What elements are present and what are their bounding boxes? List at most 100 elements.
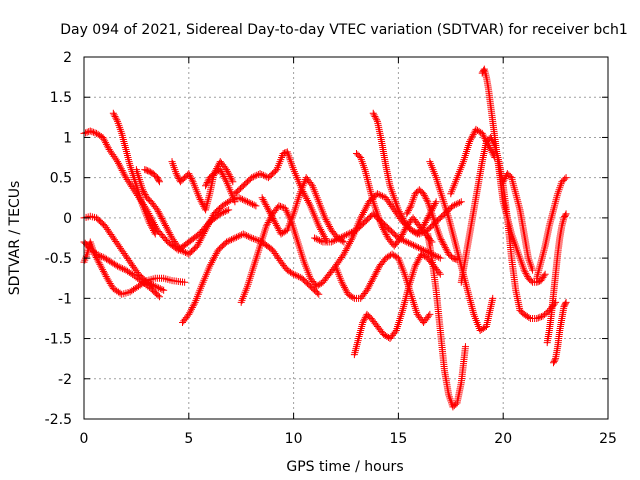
data-point — [431, 200, 439, 208]
data-series — [499, 170, 537, 274]
data-point — [153, 283, 161, 291]
data-point — [468, 132, 476, 140]
data-point — [238, 195, 246, 203]
data-point — [534, 314, 542, 322]
data-point — [314, 236, 322, 244]
data-point — [381, 229, 389, 237]
data-point — [229, 178, 237, 186]
data-point — [467, 134, 475, 142]
data-point — [404, 207, 412, 215]
data-point — [423, 215, 431, 223]
data-point — [223, 207, 231, 215]
data-point — [379, 224, 387, 232]
data-point — [210, 170, 218, 178]
data-series — [403, 186, 461, 264]
data-point — [114, 158, 122, 166]
data-point — [244, 232, 252, 240]
data-point — [441, 244, 449, 252]
data-point — [157, 213, 165, 221]
data-series — [543, 210, 570, 347]
data-point — [206, 217, 214, 225]
x-tick-label: 25 — [599, 431, 617, 447]
data-point — [156, 211, 164, 219]
data-point — [101, 137, 109, 145]
data-point — [206, 262, 214, 270]
data-series — [80, 238, 189, 298]
data-point — [218, 169, 226, 177]
data-point — [99, 266, 107, 274]
data-point — [467, 136, 475, 144]
data-point — [406, 240, 414, 248]
data-point — [316, 236, 324, 244]
data-series — [478, 65, 549, 286]
data-point — [440, 240, 448, 248]
data-point — [233, 233, 241, 241]
data-point — [167, 232, 175, 240]
data-point — [90, 250, 98, 258]
data-point — [293, 272, 301, 280]
data-point — [345, 239, 353, 247]
data-point — [249, 200, 257, 208]
data-point — [165, 229, 173, 237]
data-point — [162, 223, 170, 231]
data-point — [150, 228, 158, 236]
data-point — [478, 129, 486, 137]
data-point — [359, 318, 367, 326]
chart-title: Day 094 of 2021, Sidereal Day-to-day VTE… — [60, 22, 628, 38]
data-point — [370, 272, 378, 280]
y-axis-label: SDTVAR / TECUs — [7, 181, 23, 296]
data-point — [231, 234, 239, 242]
data-point — [346, 238, 354, 246]
data-point — [148, 223, 156, 231]
data-point — [223, 166, 231, 174]
data-point — [242, 197, 250, 205]
data-point — [98, 264, 106, 272]
data-point — [413, 259, 421, 267]
data-point — [500, 176, 508, 184]
data-point — [243, 198, 251, 206]
data-point — [164, 227, 172, 235]
data-point — [397, 211, 405, 219]
data-series — [258, 174, 348, 246]
plot-frame — [83, 56, 609, 420]
data-point — [205, 219, 213, 227]
data-point — [195, 238, 203, 246]
data-point — [82, 129, 90, 137]
data-point — [119, 265, 127, 273]
data-point — [262, 222, 270, 230]
data-point — [369, 109, 377, 117]
data-point — [264, 206, 272, 214]
data-point — [317, 237, 325, 245]
data-point — [378, 192, 386, 200]
data-point — [198, 233, 206, 241]
data-point — [211, 251, 219, 259]
data-point — [342, 247, 350, 255]
data-point — [261, 199, 269, 207]
data-point — [399, 229, 407, 237]
data-point — [403, 238, 411, 246]
data-point — [118, 167, 126, 175]
data-point — [398, 231, 406, 239]
data-point — [466, 137, 474, 145]
data-point — [377, 191, 385, 199]
data-point — [155, 176, 163, 184]
data-point — [525, 313, 533, 321]
data-point — [336, 234, 344, 242]
data-point — [523, 271, 531, 279]
data-point — [124, 177, 132, 185]
data-point — [163, 225, 171, 233]
data-point — [200, 230, 208, 238]
data-point — [341, 283, 349, 291]
data-point — [342, 287, 350, 295]
data-point — [313, 289, 321, 297]
data-point — [415, 255, 423, 263]
data-point — [521, 268, 529, 276]
data-point — [197, 197, 205, 205]
data-point — [185, 310, 193, 318]
data-point — [489, 294, 497, 302]
data-series — [332, 250, 434, 326]
data-point — [114, 159, 122, 167]
data-point — [265, 217, 273, 225]
data-series — [350, 250, 444, 359]
data-point — [97, 262, 105, 270]
